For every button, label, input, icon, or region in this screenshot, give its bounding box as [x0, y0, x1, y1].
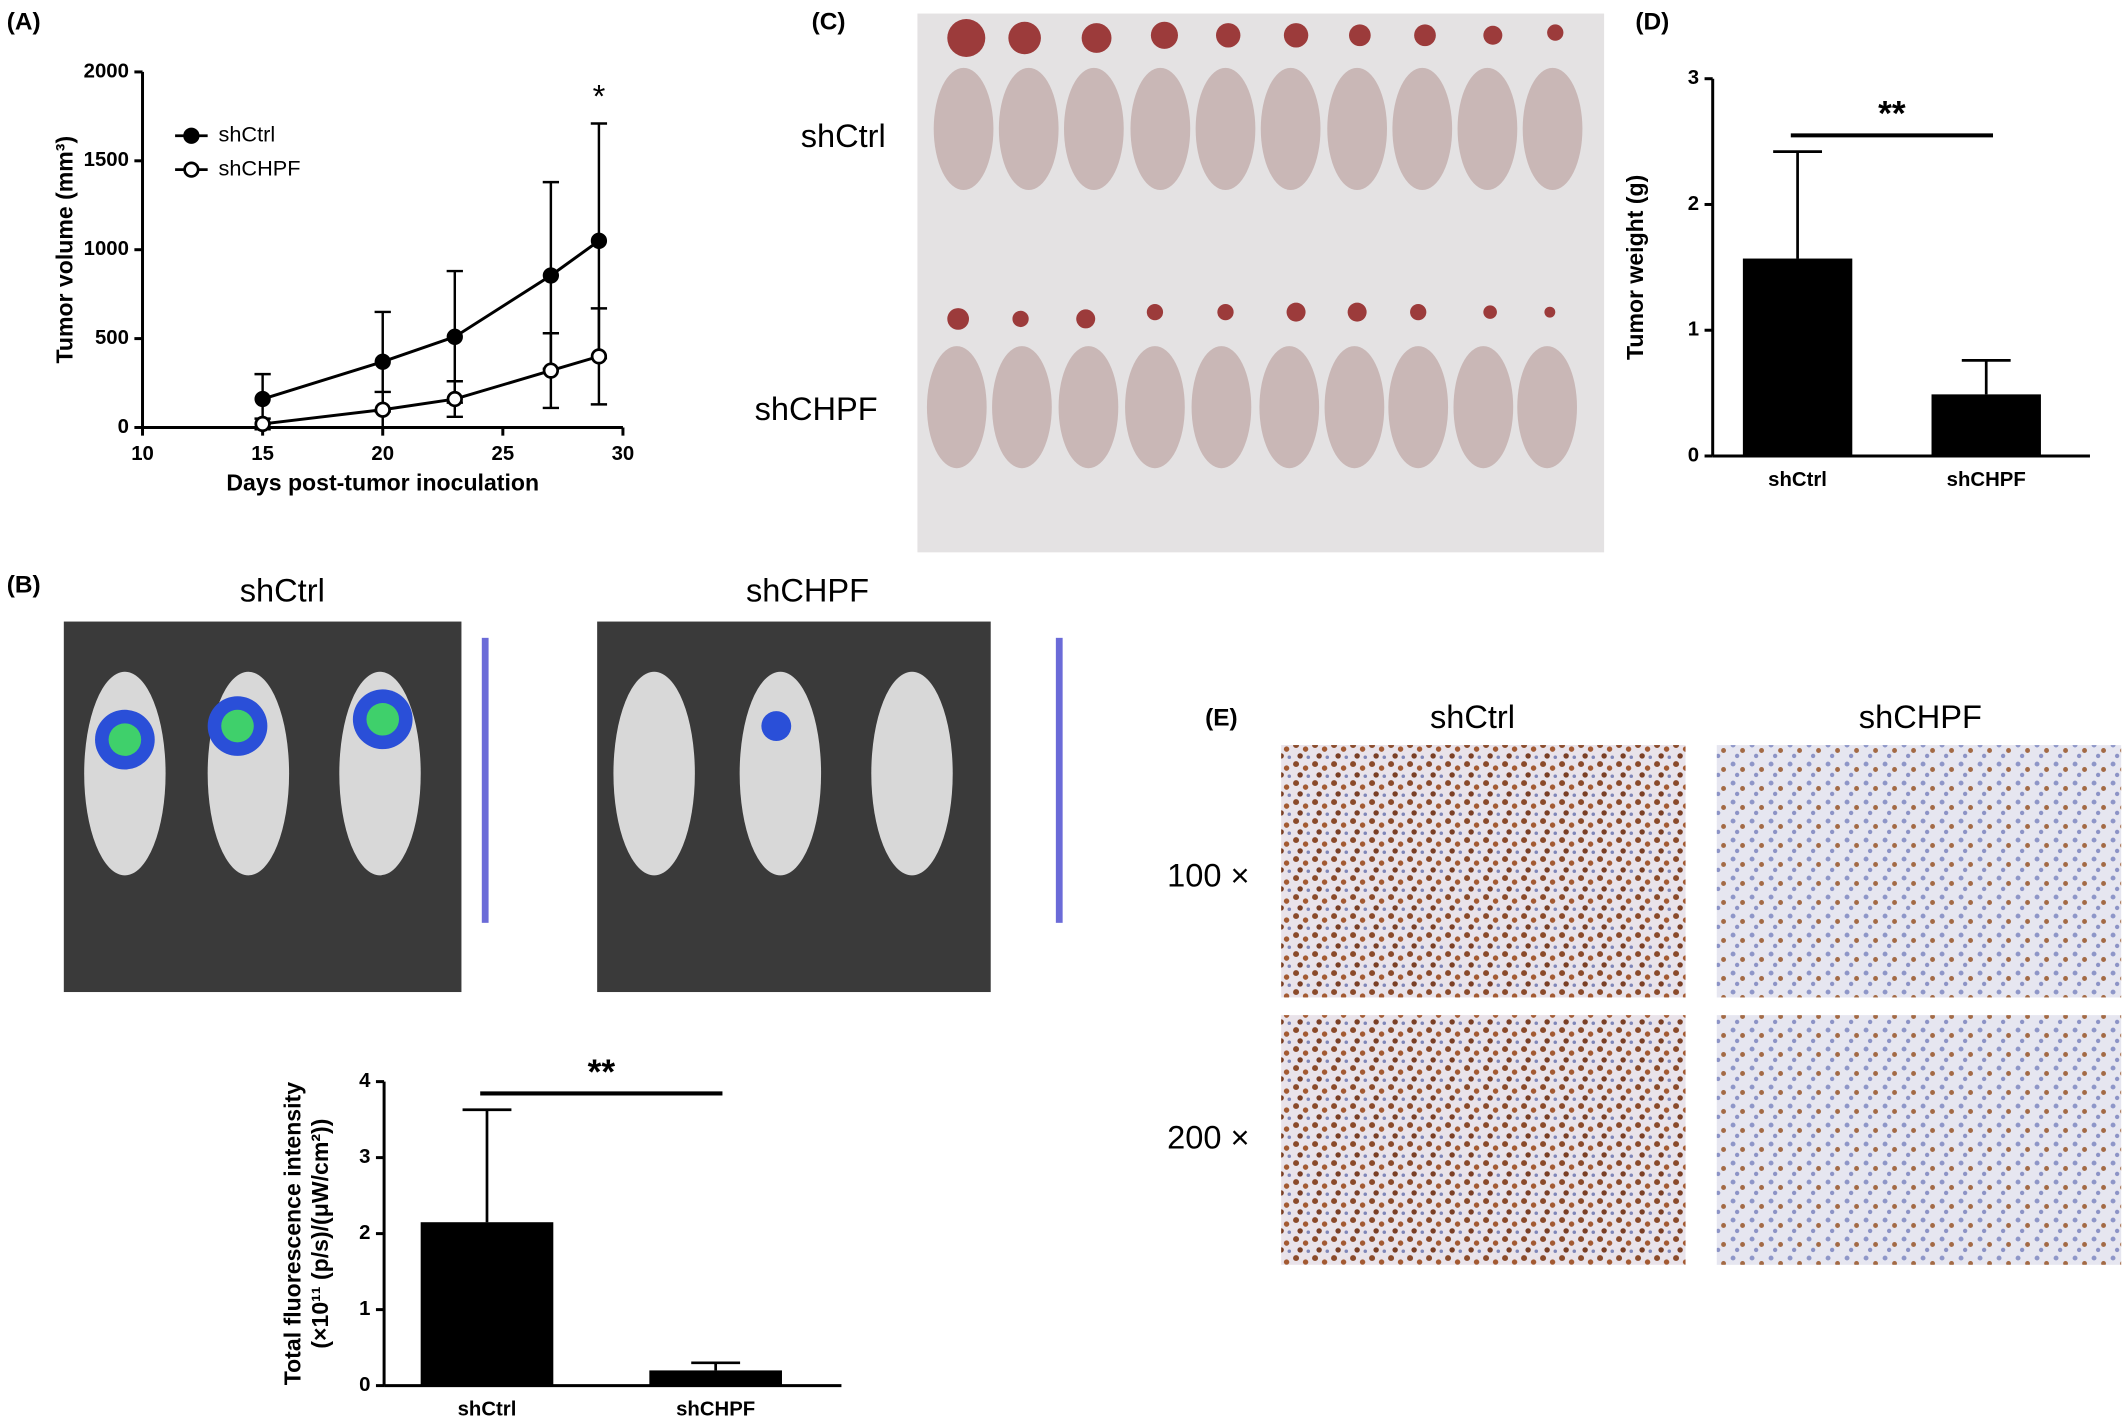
- point: [254, 415, 271, 433]
- y-tick-label: 2000: [84, 60, 129, 82]
- y-tick-label: 500: [95, 327, 129, 349]
- y-axis-label: (×10¹¹ (p/s)/(μW/cm²)): [307, 1119, 333, 1349]
- y-tick-label: 1: [359, 1298, 370, 1320]
- image-row-label: shCtrl: [801, 118, 886, 154]
- error-bar: [1773, 150, 1823, 259]
- mice-photo: [917, 13, 1605, 553]
- point: [446, 390, 463, 408]
- y-tick-label: 0: [359, 1374, 370, 1396]
- bar: [1742, 258, 1853, 456]
- x-tick-label: shCtrl: [1768, 469, 1827, 491]
- image-title: shCtrl: [240, 573, 325, 609]
- panel-label: (C): [812, 9, 846, 36]
- y-axis-label: Tumor weight (g): [1622, 175, 1648, 360]
- y-tick-label: 1500: [84, 149, 129, 171]
- legend-marker: [183, 127, 200, 144]
- y-tick-label: 4: [359, 1070, 371, 1092]
- point: [254, 390, 271, 408]
- error-bar: [1961, 359, 2011, 395]
- y-tick-label: 1000: [84, 238, 129, 260]
- bar: [649, 1370, 782, 1386]
- x-tick-label: shCHPF: [676, 1398, 755, 1420]
- y-tick-label: 1: [1688, 319, 1699, 341]
- image-row-label: 100 ×: [1167, 858, 1249, 894]
- x-tick-label: shCtrl: [458, 1398, 517, 1420]
- y-tick-label: 0: [1688, 444, 1699, 466]
- legend-marker: [183, 161, 200, 178]
- panel-label: (B): [7, 572, 41, 599]
- x-tick-label: 20: [371, 443, 394, 465]
- y-tick-label: 0: [118, 416, 129, 438]
- error-bar: [462, 1108, 512, 1223]
- x-axis-label: Days post-tumor inoculation: [226, 470, 539, 496]
- y-axis-label: Total fluorescence intensity: [280, 1082, 306, 1385]
- point: [542, 267, 560, 284]
- annotation: *: [593, 79, 606, 115]
- bar: [420, 1222, 554, 1386]
- fluorescence-images: [63, 621, 1063, 993]
- panel-label: (A): [7, 9, 41, 36]
- annotation: **: [1878, 95, 1906, 134]
- image-title: shCHPF: [746, 573, 869, 609]
- y-axis-label: Tumor volume (mm³): [52, 136, 78, 364]
- point: [374, 401, 391, 418]
- image-title: shCHPF: [1859, 699, 1982, 735]
- point: [590, 348, 608, 365]
- ihc-images: [1281, 745, 2122, 1265]
- image-row-label: shCHPF: [755, 391, 878, 427]
- error-bar: [691, 1361, 741, 1371]
- point: [590, 232, 608, 249]
- image-row-label: 200 ×: [1167, 1120, 1249, 1156]
- x-tick-label: 30: [612, 443, 635, 465]
- panel-label: (E): [1205, 705, 1238, 732]
- point: [542, 362, 560, 379]
- y-tick-label: 2: [359, 1222, 370, 1244]
- x-tick-label: shCHPF: [1947, 469, 2026, 491]
- y-tick-label: 3: [1688, 67, 1699, 89]
- image-title: shCtrl: [1430, 699, 1515, 735]
- point: [374, 353, 391, 370]
- legend-label: shCHPF: [219, 155, 301, 180]
- legend-label: shCtrl: [219, 121, 276, 146]
- panel-labels: (A) (B) (C) (D) (E): [7, 9, 1669, 732]
- point: [446, 328, 463, 345]
- panel-label: (D): [1635, 9, 1669, 36]
- y-tick-label: 2: [1688, 193, 1699, 215]
- x-tick-label: 15: [251, 443, 274, 465]
- x-tick-label: 25: [492, 443, 515, 465]
- bar: [1931, 394, 2041, 456]
- x-tick-label: 10: [131, 443, 154, 465]
- annotation: **: [588, 1053, 616, 1092]
- y-tick-label: 3: [359, 1146, 370, 1168]
